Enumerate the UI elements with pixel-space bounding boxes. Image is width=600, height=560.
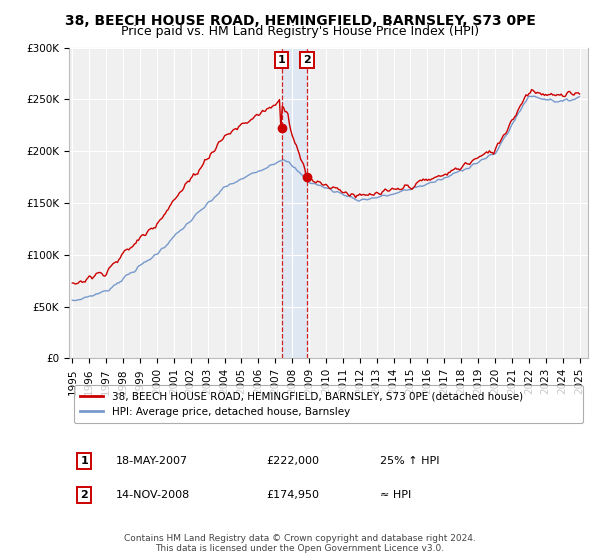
Text: 25% ↑ HPI: 25% ↑ HPI: [380, 456, 440, 466]
Text: 1: 1: [80, 456, 88, 466]
Text: £222,000: £222,000: [266, 456, 319, 466]
Text: 14-NOV-2008: 14-NOV-2008: [116, 490, 190, 500]
Text: 1: 1: [278, 55, 286, 65]
Text: Contains HM Land Registry data © Crown copyright and database right 2024.
This d: Contains HM Land Registry data © Crown c…: [124, 534, 476, 553]
Bar: [281, 48, 307, 358]
Text: 2: 2: [303, 55, 311, 65]
Text: 2: 2: [80, 490, 88, 500]
Text: £174,950: £174,950: [266, 490, 319, 500]
Text: ≈ HPI: ≈ HPI: [380, 490, 412, 500]
Text: 38, BEECH HOUSE ROAD, HEMINGFIELD, BARNSLEY, S73 0PE: 38, BEECH HOUSE ROAD, HEMINGFIELD, BARNS…: [65, 14, 535, 28]
Text: Price paid vs. HM Land Registry's House Price Index (HPI): Price paid vs. HM Land Registry's House …: [121, 25, 479, 38]
Text: 18-MAY-2007: 18-MAY-2007: [116, 456, 188, 466]
Legend: 38, BEECH HOUSE ROAD, HEMINGFIELD, BARNSLEY, S73 0PE (detached house), HPI: Aver: 38, BEECH HOUSE ROAD, HEMINGFIELD, BARNS…: [74, 385, 583, 423]
